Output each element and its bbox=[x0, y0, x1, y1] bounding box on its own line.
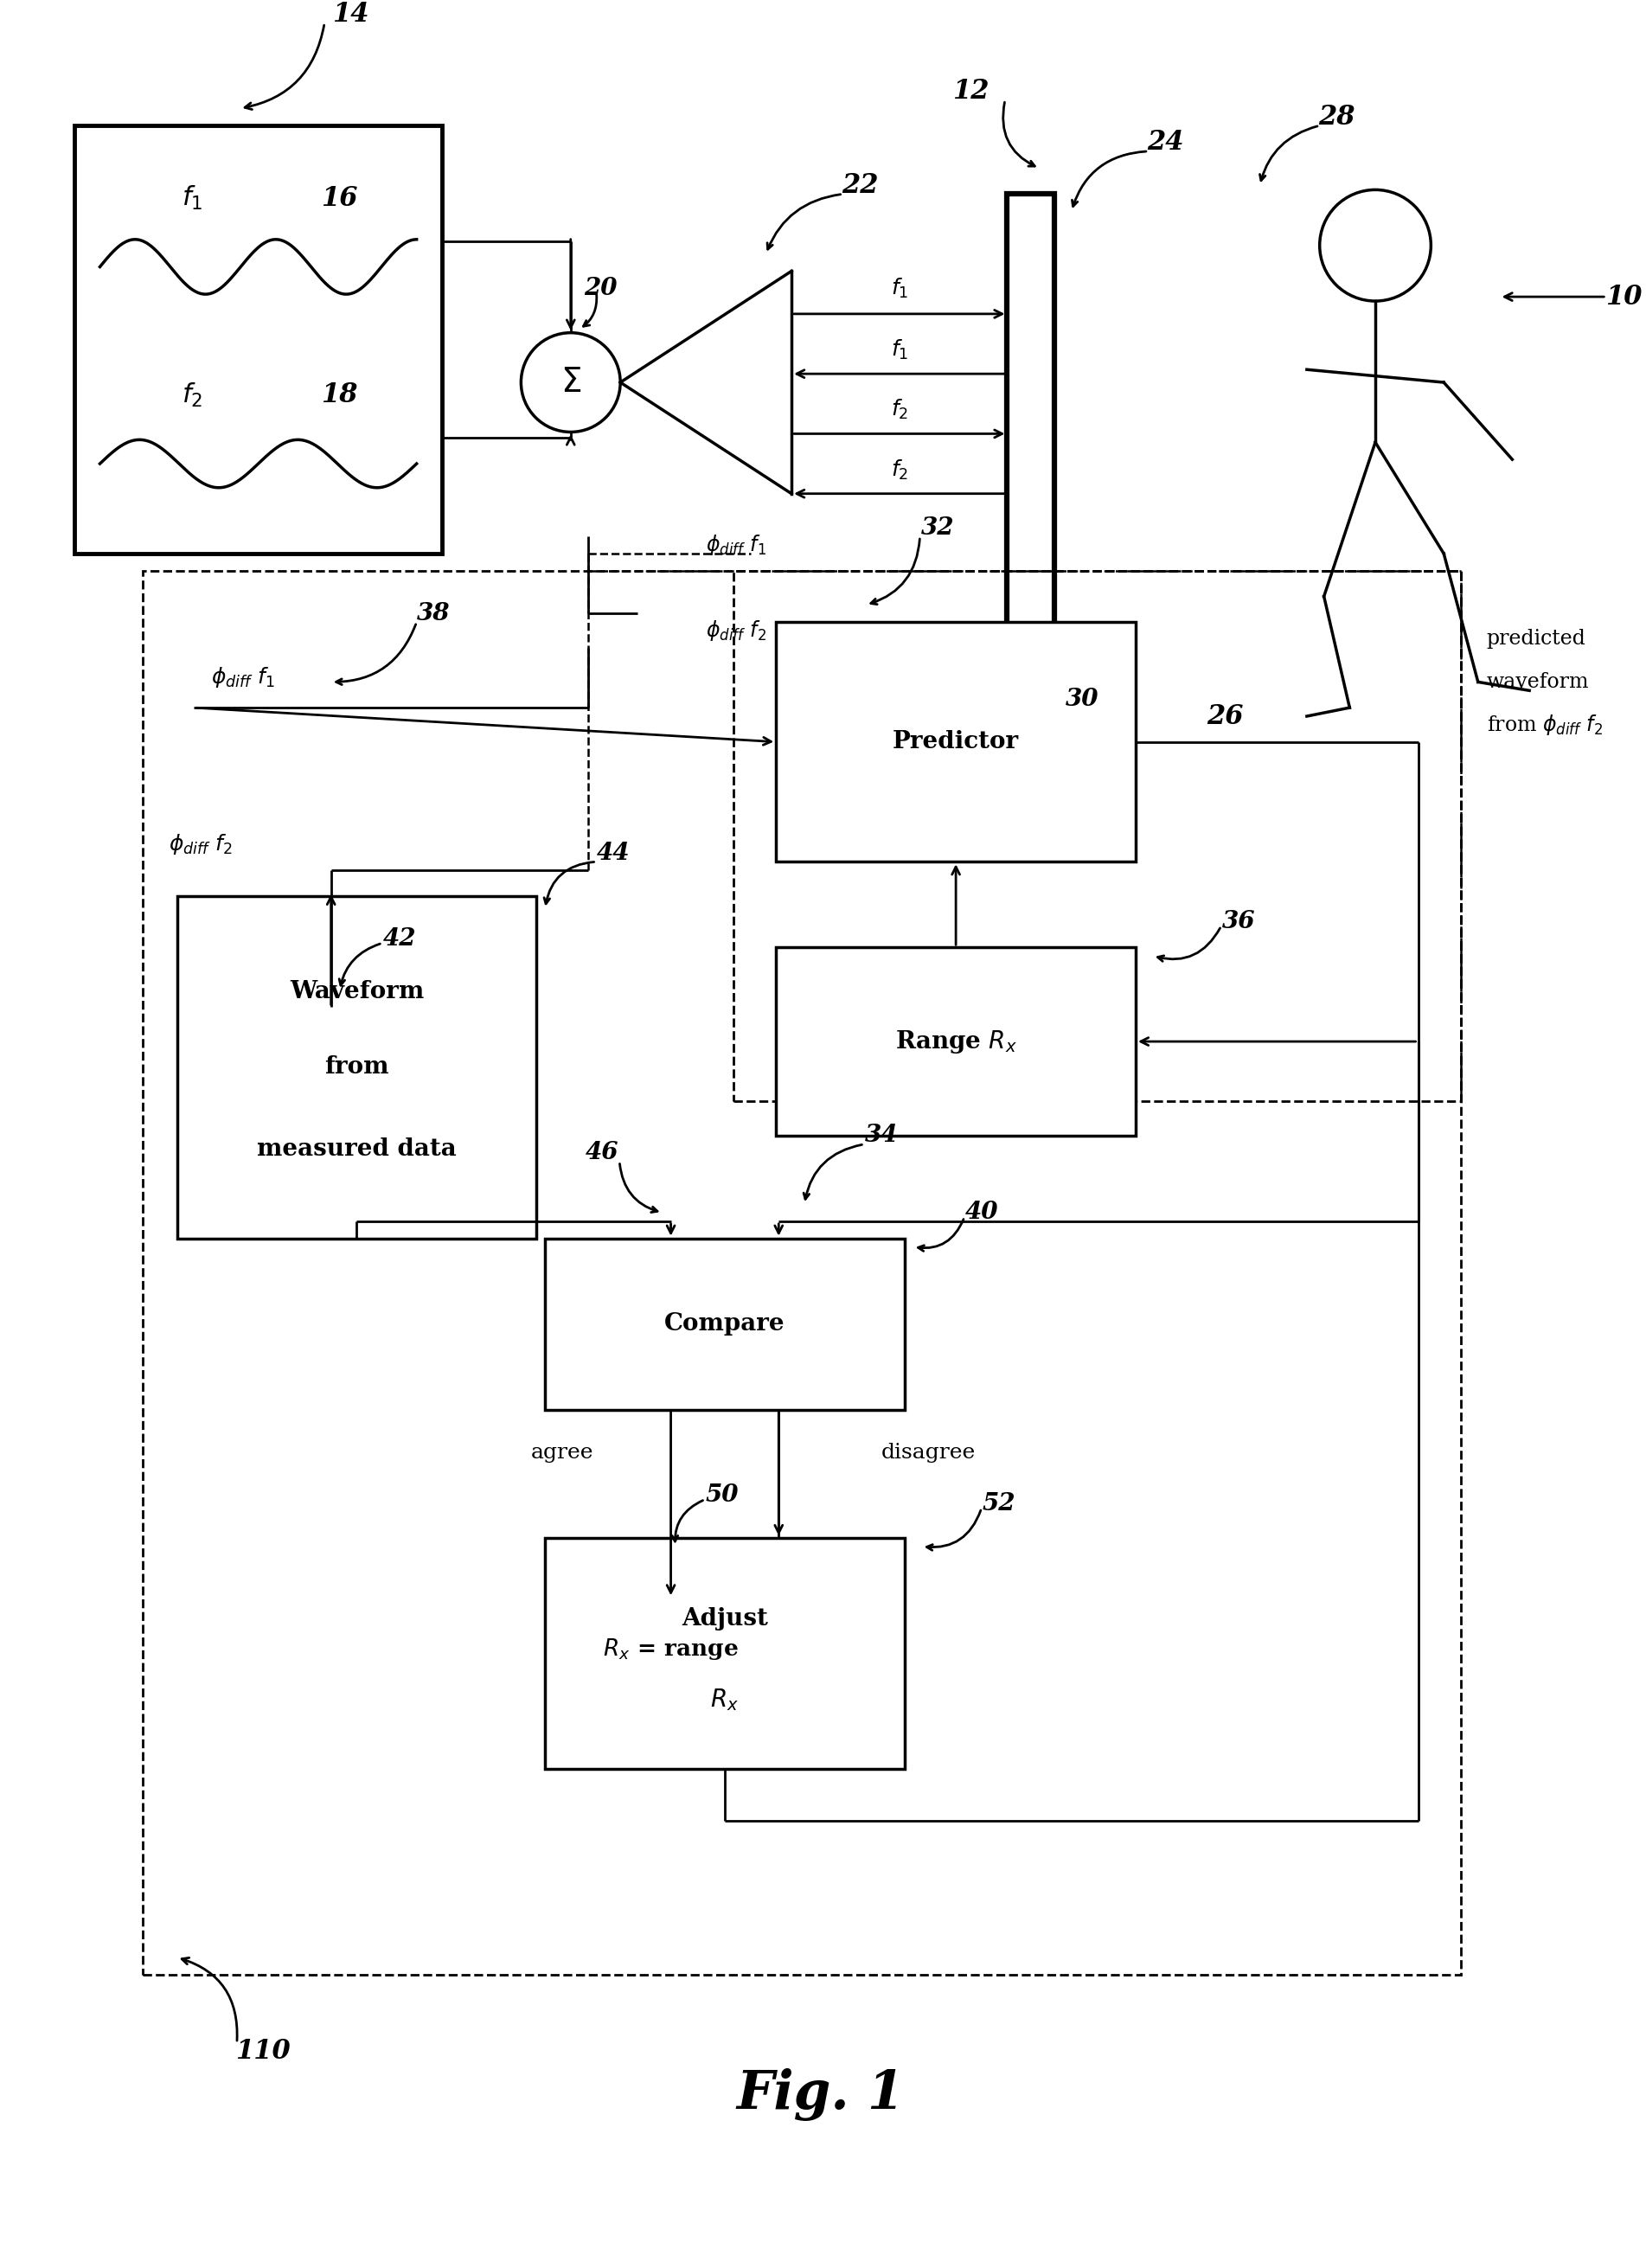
Text: predicted: predicted bbox=[1486, 628, 1587, 649]
Bar bbox=[734, 572, 1462, 1102]
Text: 16: 16 bbox=[321, 186, 357, 211]
Bar bbox=[545, 1538, 905, 1769]
Text: 28: 28 bbox=[1318, 104, 1355, 132]
Text: $f_1$: $f_1$ bbox=[890, 338, 909, 361]
Text: 20: 20 bbox=[584, 277, 617, 299]
Text: 110: 110 bbox=[235, 2039, 290, 2064]
Text: Predictor: Predictor bbox=[892, 730, 1019, 753]
Text: Waveform: Waveform bbox=[290, 980, 423, 1002]
Text: $\phi_{diff}\ f_2$: $\phi_{diff}\ f_2$ bbox=[706, 619, 767, 642]
Text: $R_x$ = range: $R_x$ = range bbox=[602, 1637, 739, 1662]
Bar bbox=[1007, 195, 1055, 649]
Text: 18: 18 bbox=[321, 381, 357, 408]
Text: $f_2$: $f_2$ bbox=[890, 458, 909, 481]
Bar bbox=[777, 948, 1136, 1136]
Text: $\phi_{diff}\ f_1$: $\phi_{diff}\ f_1$ bbox=[706, 533, 767, 558]
Text: 22: 22 bbox=[841, 172, 879, 200]
Text: $\Sigma$: $\Sigma$ bbox=[560, 365, 581, 399]
Bar bbox=[545, 1238, 905, 1411]
Text: $R_x$: $R_x$ bbox=[711, 1687, 739, 1712]
Text: $f_2$: $f_2$ bbox=[890, 397, 909, 422]
Text: 26: 26 bbox=[1207, 703, 1244, 730]
Text: 12: 12 bbox=[953, 77, 989, 104]
Text: 24: 24 bbox=[1147, 129, 1183, 156]
Bar bbox=[74, 125, 443, 553]
Text: 36: 36 bbox=[1221, 909, 1254, 934]
Text: 34: 34 bbox=[864, 1125, 899, 1148]
Text: Fig. 1: Fig. 1 bbox=[736, 2068, 904, 2121]
Text: disagree: disagree bbox=[881, 1442, 976, 1463]
Text: 10: 10 bbox=[1605, 284, 1643, 311]
Text: 46: 46 bbox=[586, 1141, 619, 1163]
Text: 52: 52 bbox=[983, 1492, 1016, 1515]
Text: $\phi_{diff}\ f_1$: $\phi_{diff}\ f_1$ bbox=[211, 665, 275, 689]
Text: Compare: Compare bbox=[665, 1313, 785, 1336]
Text: 30: 30 bbox=[1065, 687, 1100, 710]
Text: 32: 32 bbox=[922, 517, 955, 540]
Text: waveform: waveform bbox=[1486, 671, 1588, 692]
Text: $f_1$: $f_1$ bbox=[181, 184, 202, 213]
Text: measured data: measured data bbox=[257, 1139, 456, 1161]
Text: Range $R_x$: Range $R_x$ bbox=[895, 1027, 1017, 1055]
Text: 38: 38 bbox=[416, 601, 451, 626]
Bar bbox=[176, 896, 537, 1238]
Text: 40: 40 bbox=[965, 1202, 997, 1225]
Text: 42: 42 bbox=[384, 928, 416, 950]
Text: $f_1$: $f_1$ bbox=[890, 277, 909, 299]
Text: from $\phi_{diff}\ f_2$: from $\phi_{diff}\ f_2$ bbox=[1486, 712, 1603, 737]
Text: $f_2$: $f_2$ bbox=[181, 381, 202, 408]
Text: $\phi_{diff}\ f_2$: $\phi_{diff}\ f_2$ bbox=[168, 832, 232, 857]
Text: 14: 14 bbox=[332, 0, 369, 27]
Bar bbox=[143, 572, 1462, 1975]
Bar bbox=[777, 621, 1136, 862]
Text: 50: 50 bbox=[706, 1483, 739, 1506]
Text: agree: agree bbox=[532, 1442, 594, 1463]
Text: Adjust: Adjust bbox=[681, 1608, 769, 1631]
Text: 44: 44 bbox=[597, 841, 630, 864]
Text: from: from bbox=[324, 1055, 388, 1080]
